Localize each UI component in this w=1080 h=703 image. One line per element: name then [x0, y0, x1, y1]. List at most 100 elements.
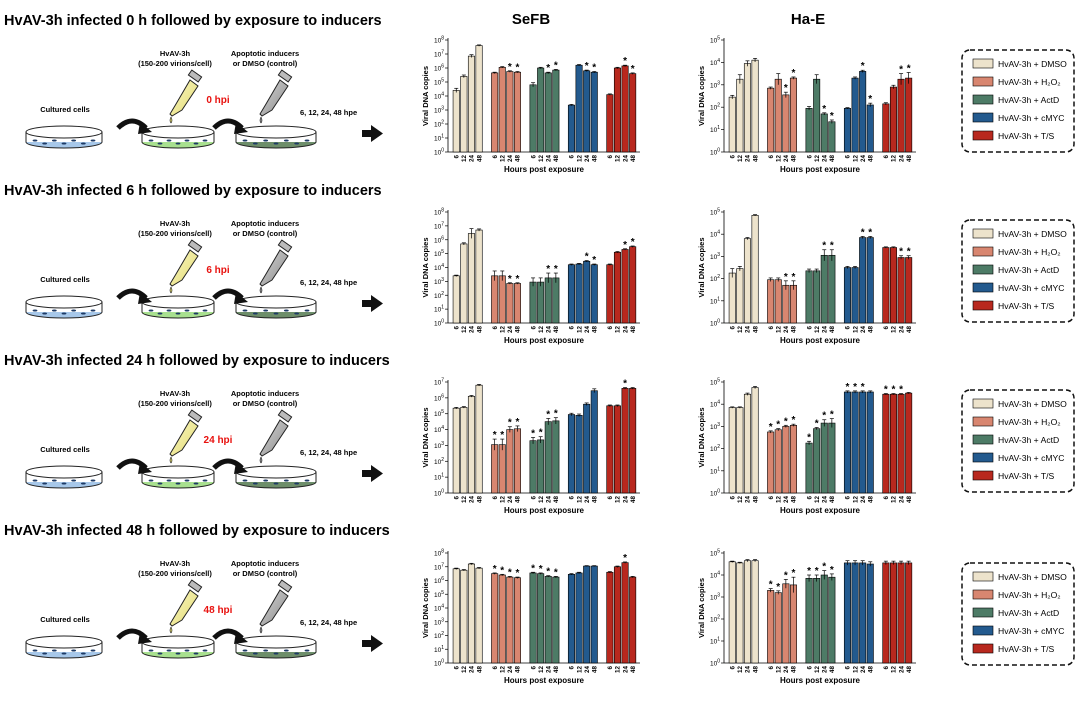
significance-star: *	[554, 567, 558, 578]
row-title: HvAV-3h infected 24 h followed by exposu…	[4, 353, 390, 369]
bar	[467, 563, 475, 664]
bar	[743, 393, 751, 494]
x-tick-label: 12	[461, 496, 468, 504]
x-tick-label: 12	[615, 326, 622, 334]
inducers-label-control: or DMSO (control)	[233, 59, 298, 68]
significance-star: *	[546, 63, 550, 74]
significance-star: *	[516, 568, 520, 579]
bar	[805, 270, 813, 324]
significance-star: *	[585, 252, 589, 263]
x-axis-label: Hours post exposure	[504, 506, 585, 515]
result-arrow-icon	[362, 635, 383, 652]
legend-frame	[961, 389, 1075, 493]
y-tick-label: 105	[434, 78, 444, 87]
bar	[751, 560, 759, 664]
x-axis-label: Hours post exposure	[780, 336, 861, 345]
bar	[859, 562, 867, 664]
x-tick-label: 24	[783, 666, 790, 674]
x-tick-label: 12	[775, 326, 782, 334]
y-tick-label: 105	[434, 249, 444, 258]
legend: HvAV-3h + DMSO HvAV-3h + H₂O₂ HvAV-3h + Ac…	[961, 389, 1075, 493]
infected-dish-icon	[141, 635, 215, 659]
protocol-diagram: HvAV-3h(150-200 virions/cell) Apoptotic i…	[25, 219, 383, 319]
bar	[889, 562, 897, 664]
significance-star: *	[784, 416, 788, 427]
significance-star: *	[815, 419, 819, 430]
bar	[498, 444, 506, 494]
y-tick-label: 105	[710, 549, 720, 558]
x-tick-label: 48	[829, 155, 836, 163]
bar	[789, 77, 797, 153]
bar	[475, 384, 483, 494]
bar	[452, 407, 460, 494]
y-tick-label: 107	[434, 562, 444, 571]
bar	[774, 592, 782, 664]
y-axis-label: Viral DNA copies	[697, 407, 706, 467]
x-tick-label: 48	[476, 496, 483, 504]
x-tick-label: 12	[775, 155, 782, 163]
bar	[452, 568, 460, 664]
protocol-diagram: HvAV-3h(150-200 virions/cell) Apoptotic i…	[25, 49, 383, 149]
bar	[537, 281, 545, 324]
y-tick-label: 104	[434, 425, 444, 434]
bar	[843, 391, 851, 494]
significance-star: *	[853, 382, 857, 393]
significance-star: *	[592, 255, 596, 266]
significance-star: *	[554, 264, 558, 275]
legend-swatch	[972, 130, 994, 141]
cultured-cells-label: Cultured cells	[40, 105, 90, 114]
x-tick-label: 48	[515, 155, 522, 163]
x-tick-label: 24	[898, 326, 905, 334]
inducer-pipette-icon	[259, 69, 293, 124]
legend-swatch	[972, 282, 994, 293]
bar	[575, 263, 583, 324]
bar	[460, 569, 468, 664]
x-axis-label: Hours post exposure	[504, 676, 585, 685]
significance-star: *	[807, 432, 811, 443]
bar	[905, 392, 913, 494]
x-tick-label: 12	[737, 326, 744, 334]
x-tick-label: 12	[737, 496, 744, 504]
bar	[736, 407, 744, 494]
legend-label: HvAV-3h + H₂O₂	[998, 247, 1061, 257]
bar	[567, 264, 575, 324]
x-tick-label: 6	[729, 155, 736, 159]
x-tick-label: 24	[622, 326, 629, 334]
x-axis-label: Hours post exposure	[780, 165, 861, 174]
x-tick-label: 24	[821, 155, 828, 163]
bar	[851, 77, 859, 153]
significance-star: *	[861, 227, 865, 238]
significance-star: *	[830, 410, 834, 421]
x-tick-label: 6	[883, 496, 890, 500]
x-tick-label: 6	[806, 155, 813, 159]
bar	[567, 574, 575, 664]
significance-star: *	[868, 94, 872, 105]
bar	[452, 90, 460, 153]
x-tick-label: 48	[515, 666, 522, 674]
bar	[606, 405, 614, 494]
x-tick-label: 6	[806, 666, 813, 670]
x-tick-label: 6	[530, 666, 537, 670]
significance-star: *	[830, 565, 834, 576]
significance-star: *	[868, 227, 872, 238]
bar	[897, 78, 905, 153]
bar	[859, 71, 867, 153]
significance-star: *	[500, 430, 504, 441]
legend-swatch	[972, 300, 994, 311]
x-tick-label: 12	[814, 326, 821, 334]
x-tick-label: 12	[814, 496, 821, 504]
legend-label: HvAV-3h + T/S	[998, 471, 1055, 481]
legend-label: HvAV-3h + ActD	[998, 265, 1059, 275]
legend-label: HvAV-3h + DMSO	[998, 59, 1067, 69]
x-tick-label: 24	[545, 496, 552, 504]
legend-swatch	[972, 625, 994, 636]
x-tick-label: 12	[891, 326, 898, 334]
bar	[882, 393, 890, 494]
x-tick-label: 24	[898, 155, 905, 163]
bar	[537, 439, 545, 494]
x-tick-label: 24	[898, 666, 905, 674]
cultured-dish-icon	[25, 295, 103, 319]
x-tick-label: 6	[607, 496, 614, 500]
virus-dose: (150-200 virions/cell)	[138, 569, 212, 578]
